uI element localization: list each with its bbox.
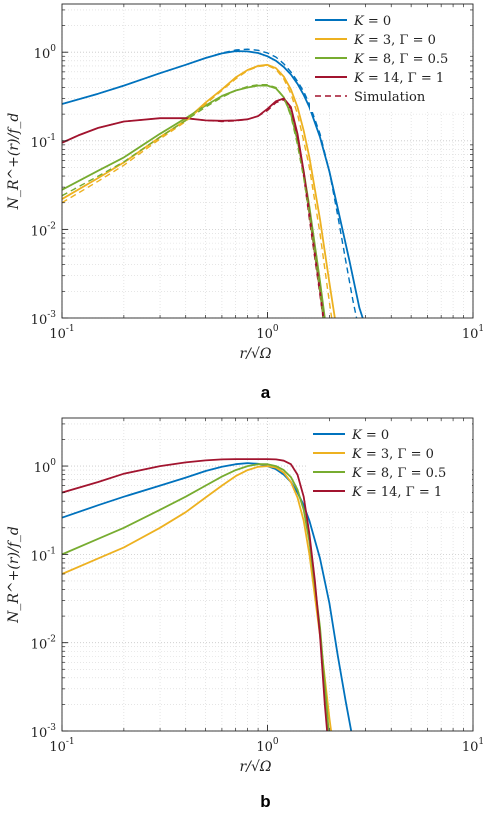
legend-entry-label: K = 8, Γ = 0.5 [353, 52, 448, 67]
series-group [62, 458, 353, 731]
series-line-K8 [62, 84, 326, 318]
legend-entry-label: Simulation [354, 90, 426, 105]
y-tick-label: 10-2 [31, 635, 56, 653]
panel-label-b: b [260, 792, 270, 811]
legend-entry-label: K = 14, Γ = 1 [351, 485, 442, 500]
chart-panel-b: 10-1 100 101 10-3 10-2 10-1 100 r/√Ω N_R^+(r)/f_… [6, 417, 484, 811]
series-line-K8 [62, 463, 330, 731]
x-tick-label: 10-1 [49, 737, 74, 755]
panel-label-a: a [261, 383, 271, 402]
y-tick-label: 10-3 [31, 723, 57, 741]
legend: K = 0 K = 3, Γ = 0 K = 8, Γ = 0.5 K = 14, Γ… [310, 8, 470, 112]
y-axis-label: N_R^+(r)/f_d [6, 526, 22, 624]
series-line-K0-sim [62, 48, 358, 318]
series-line-K3-sim [62, 64, 333, 318]
series-group [62, 48, 364, 318]
x-tick-label: 100 [256, 737, 279, 755]
legend-entry-label: K = 0 [351, 428, 389, 443]
series-line-K14 [62, 97, 325, 318]
series-line-K3 [62, 465, 333, 731]
legend-box [308, 422, 472, 510]
x-tick-label: 101 [462, 324, 484, 342]
series-line-K14-sim [62, 99, 324, 318]
series-line-K3 [62, 63, 336, 318]
legend-entry-label: K = 8, Γ = 0.5 [351, 466, 446, 481]
series-line-K8-sim [62, 83, 325, 318]
legend-entry-label: K = 3, Γ = 0 [353, 33, 436, 48]
y-tick-label: 10-3 [31, 310, 57, 328]
y-tick-label: 10-1 [31, 133, 56, 151]
y-axis-label: N_R^+(r)/f_d [6, 113, 22, 211]
legend: K = 0 K = 3, Γ = 0 K = 8, Γ = 0.5 K = 14, Γ… [308, 422, 472, 510]
y-tick-label: 10-2 [31, 221, 56, 239]
y-tick-label: 100 [34, 44, 57, 62]
x-tick-label: 100 [256, 324, 279, 342]
x-axis-label: r/√Ω [240, 759, 272, 775]
series-line-K14 [62, 458, 329, 731]
legend-box [310, 8, 470, 112]
x-axis-label: r/√Ω [240, 346, 272, 362]
y-tick-label: 100 [34, 458, 57, 476]
legend-entry-label: K = 3, Γ = 0 [351, 447, 434, 462]
legend-entry-label: K = 0 [353, 14, 391, 29]
x-tick-label: 101 [462, 737, 484, 755]
chart-panel-a: 10-1 100 101 10-3 10-2 10-1 100 r/√Ω N_R^+(r)/f_… [6, 3, 484, 402]
legend-entry-label: K = 14, Γ = 1 [353, 71, 444, 86]
y-tick-label: 10-1 [31, 546, 56, 564]
x-tick-label: 10-1 [49, 324, 74, 342]
